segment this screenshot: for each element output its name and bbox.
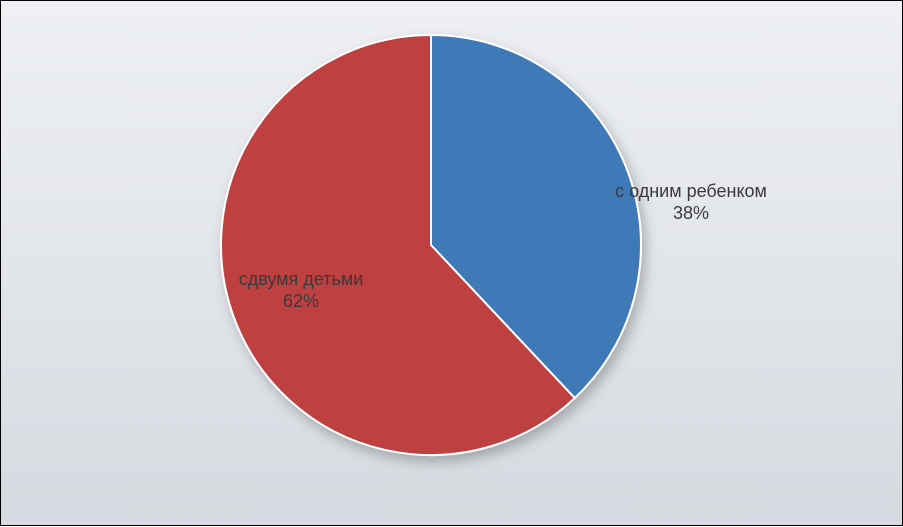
slice-label-0: с одним ребенком 38% <box>615 181 767 224</box>
slice-label-1-pct: 62% <box>283 291 319 311</box>
pie-chart <box>1 1 903 527</box>
slice-label-0-pct: 38% <box>673 203 709 223</box>
slice-label-1: сдвумя детьми 62% <box>239 269 364 312</box>
slice-label-0-name: с одним ребенком <box>615 181 767 201</box>
slice-label-1-name: сдвумя детьми <box>239 269 364 289</box>
chart-frame: с одним ребенком 38% сдвумя детьми 62% <box>0 0 903 526</box>
